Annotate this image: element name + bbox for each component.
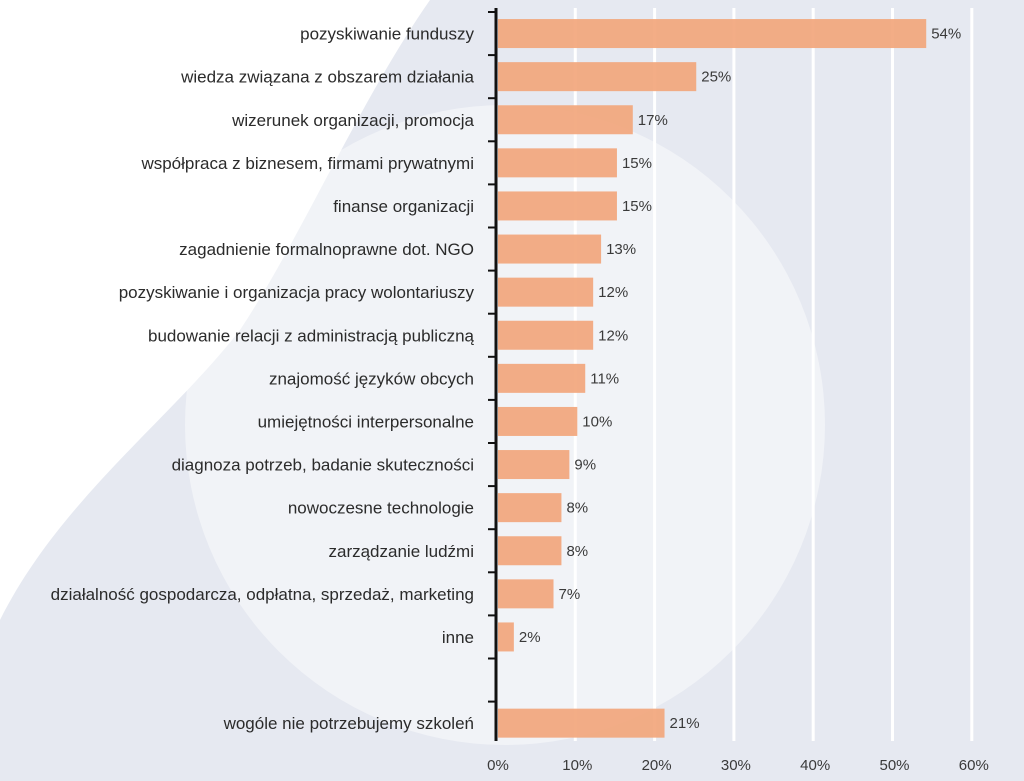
- category-label: pozyskiwanie i organizacja pracy wolonta…: [119, 283, 475, 302]
- bar: [498, 622, 514, 652]
- bar: [498, 148, 617, 178]
- x-tick-label: 60%: [959, 757, 989, 774]
- data-label: 17%: [638, 112, 668, 129]
- bar: [498, 450, 570, 480]
- bar: [498, 708, 665, 738]
- data-label: 21%: [670, 715, 700, 732]
- category-label: zarządzanie ludźmi: [328, 542, 474, 561]
- category-label: budowanie relacji z administracją public…: [148, 326, 475, 345]
- category-label: działalność gospodarcza, odpłatna, sprze…: [51, 585, 474, 604]
- x-tick-label: 20%: [642, 757, 672, 774]
- bar: [498, 105, 633, 135]
- axes: [488, 8, 498, 741]
- x-tick-label: 40%: [800, 757, 830, 774]
- category-label: finanse organizacji: [333, 197, 474, 216]
- data-label: 11%: [590, 370, 619, 387]
- data-label: 10%: [582, 413, 612, 430]
- category-label: wizerunek organizacji, promocja: [231, 111, 474, 130]
- category-label: wiedza związana z obszarem działania: [180, 68, 474, 87]
- bar: [498, 191, 617, 221]
- category-label: umiejętności interpersonalne: [258, 412, 474, 431]
- data-label: 12%: [598, 327, 628, 344]
- category-label: diagnoza potrzeb, badanie skuteczności: [172, 456, 474, 475]
- bar: [498, 493, 562, 523]
- bar: [498, 406, 578, 436]
- bar: [498, 536, 562, 566]
- data-label: 25%: [701, 69, 731, 86]
- x-tick-label: 0%: [487, 757, 509, 774]
- data-label: 8%: [566, 500, 588, 517]
- bar: [498, 277, 594, 307]
- bar: [498, 19, 927, 49]
- data-label: 13%: [606, 241, 636, 258]
- category-label: pozyskiwanie funduszy: [300, 25, 474, 44]
- data-label: 2%: [519, 629, 541, 646]
- bar: [498, 62, 697, 92]
- x-tick-label: 10%: [562, 757, 592, 774]
- category-label: współpraca z biznesem, firmami prywatnym…: [140, 154, 474, 173]
- category-label: znajomość języków obcych: [269, 369, 474, 388]
- data-label: 15%: [622, 198, 652, 215]
- x-tick-label: 50%: [879, 757, 909, 774]
- data-label: 15%: [622, 155, 652, 172]
- bar: [498, 363, 586, 393]
- bar: [498, 320, 594, 350]
- bar: [498, 579, 554, 609]
- labels: pozyskiwanie funduszy 54% wiedza związana …: [51, 25, 989, 774]
- data-label: 54%: [931, 26, 961, 43]
- data-label: 7%: [559, 586, 581, 603]
- category-label: zagadnienie formalnoprawne dot. NGO: [179, 240, 474, 259]
- bars: [498, 19, 927, 738]
- category-label: nowoczesne technologie: [288, 499, 474, 518]
- category-label: wogóle nie potrzebujemy szkoleń: [223, 714, 474, 733]
- data-label: 9%: [574, 457, 596, 474]
- data-label: 8%: [566, 543, 588, 560]
- bar: [498, 234, 602, 264]
- category-label: inne: [442, 628, 474, 647]
- x-tick-label: 30%: [721, 757, 751, 774]
- data-label: 12%: [598, 284, 628, 301]
